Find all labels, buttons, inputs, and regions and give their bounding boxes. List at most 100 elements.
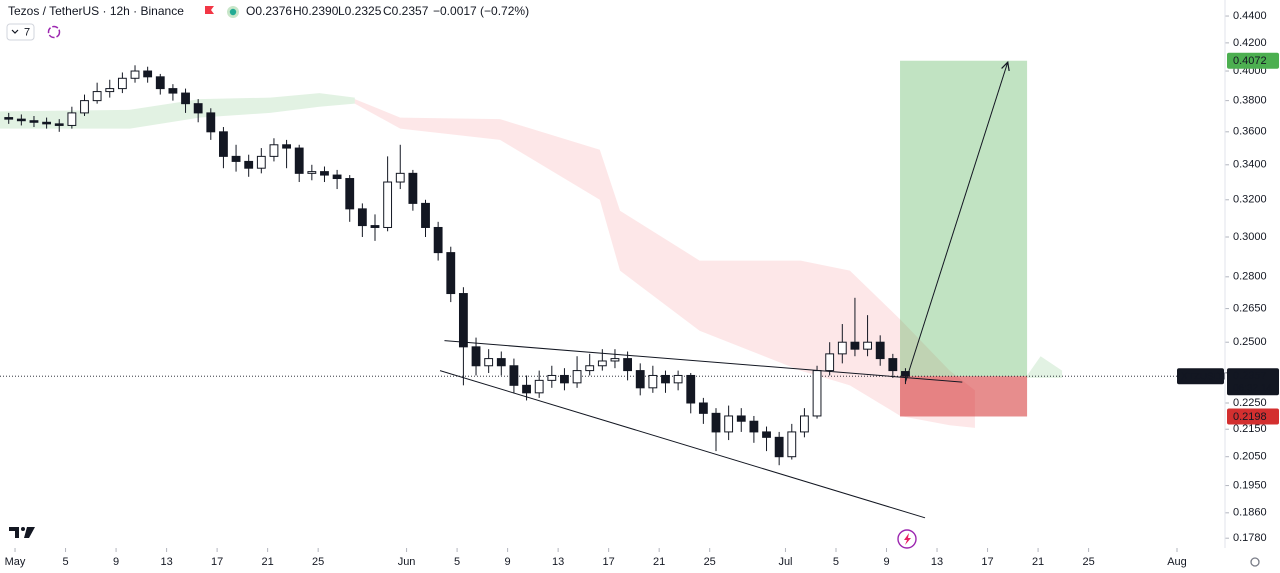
candle-body	[433, 226, 443, 254]
projection-arrow	[904, 62, 1007, 383]
candle-body	[863, 341, 872, 350]
stop-tag: 0.2198	[1233, 411, 1267, 423]
cloud	[354, 99, 975, 428]
y-tick-label: 0.1780	[1233, 532, 1267, 544]
candle-body	[736, 415, 746, 422]
candle-body	[522, 384, 531, 394]
candle-body	[471, 346, 481, 367]
cloud	[0, 93, 355, 129]
candle-body	[686, 374, 696, 404]
candle-body	[724, 415, 734, 433]
candle-body	[673, 374, 683, 384]
candle-body	[509, 365, 519, 386]
x-tick-label: 17	[211, 556, 223, 568]
y-tick-label: 0.2050	[1233, 451, 1267, 463]
x-tick-label: 13	[931, 556, 943, 568]
candle-body	[825, 353, 835, 372]
symbol-tag-bg	[1177, 368, 1224, 385]
indicator-toggle[interactable]	[6, 23, 35, 41]
trendline	[444, 340, 963, 383]
symbol-title: Tezos / TetherUS · 12h · Binance	[8, 4, 184, 18]
y-tick-label: 0.3800	[1233, 95, 1267, 107]
candle-body	[29, 120, 39, 123]
x-tick-label: 21	[262, 556, 274, 568]
candle-body	[256, 155, 266, 169]
chevron	[11, 29, 19, 34]
candle-body	[635, 370, 645, 389]
x-tick-label: 25	[704, 556, 716, 568]
status-dot	[229, 8, 237, 16]
candle-body	[193, 103, 203, 114]
candle-body	[837, 341, 847, 355]
candle-body	[774, 436, 784, 458]
candle-body	[762, 431, 771, 438]
candle-body	[383, 181, 393, 228]
candle-body	[547, 374, 557, 381]
y-tick-label: 0.3000	[1233, 231, 1267, 243]
y-tick-label: 0.3400	[1233, 159, 1267, 171]
candle-body	[155, 76, 165, 90]
x-tick-label: 25	[312, 556, 324, 568]
candle-body	[610, 358, 620, 362]
candle-body	[320, 171, 329, 176]
candle-body	[370, 225, 380, 228]
candle-body	[282, 144, 291, 149]
stop-tag-bg	[1227, 408, 1279, 425]
trendline	[439, 370, 926, 519]
x-tick-label: 13	[552, 556, 564, 568]
x-tick-label: Jun	[398, 556, 416, 568]
bolt	[904, 533, 911, 545]
axis-layer: 0.44000.42000.40000.38000.36000.34000.32…	[5, 10, 1279, 568]
cloud	[1025, 356, 1063, 378]
symbol-tag: XTZUSDT	[1181, 371, 1227, 382]
candle-body	[585, 365, 595, 372]
indicator-count: 7	[24, 26, 30, 38]
ohlc-close: C0.2357	[383, 4, 429, 18]
candle-body	[850, 341, 860, 350]
candle-body	[446, 252, 456, 295]
candle-body	[294, 147, 304, 174]
y-tick-label: 0.2150	[1233, 423, 1267, 435]
candle-body	[54, 123, 64, 126]
target-zone	[900, 60, 1028, 377]
candle-body	[698, 402, 708, 414]
candle-body	[219, 131, 228, 157]
x-tick-label: 9	[883, 556, 889, 568]
candle-body	[888, 358, 898, 372]
candle-body	[484, 358, 494, 367]
candle-body	[421, 202, 430, 228]
candle-body	[269, 144, 279, 157]
candle-body	[181, 92, 190, 105]
candle-body	[875, 341, 885, 360]
y-tick-label: 0.4400	[1233, 10, 1267, 22]
ohlc-high: H0.2390	[293, 4, 339, 18]
candle-body	[749, 420, 759, 433]
y-tick-label: 0.2650	[1233, 302, 1267, 314]
candle-body	[130, 70, 140, 79]
x-tick-label: 25	[1082, 556, 1094, 568]
background-layer	[0, 60, 1225, 428]
candle-body	[16, 118, 26, 122]
candle-body	[560, 374, 569, 384]
candle-body	[408, 172, 418, 204]
settings-icon[interactable]	[1250, 557, 1260, 567]
candle-body	[572, 370, 582, 384]
candle-body	[345, 178, 355, 210]
x-tick-label: 13	[160, 556, 172, 568]
x-tick-label: 9	[505, 556, 511, 568]
candle-body	[648, 374, 658, 389]
x-tick-label: 5	[833, 556, 839, 568]
flag-icon[interactable]	[205, 6, 214, 14]
y-tick-label: 0.2500	[1233, 336, 1267, 348]
candle-body	[496, 358, 506, 367]
candle-body	[4, 117, 14, 120]
refresh-icon[interactable]	[47, 25, 61, 39]
y-tick-label: 0.3600	[1233, 126, 1267, 138]
x-tick-label: Jul	[778, 556, 792, 568]
candle-body	[711, 412, 721, 433]
x-tick-label: 9	[113, 556, 119, 568]
candle-body	[901, 371, 910, 377]
x-tick-label: 17	[603, 556, 615, 568]
candle-body	[534, 379, 544, 394]
candle-body	[800, 415, 809, 433]
